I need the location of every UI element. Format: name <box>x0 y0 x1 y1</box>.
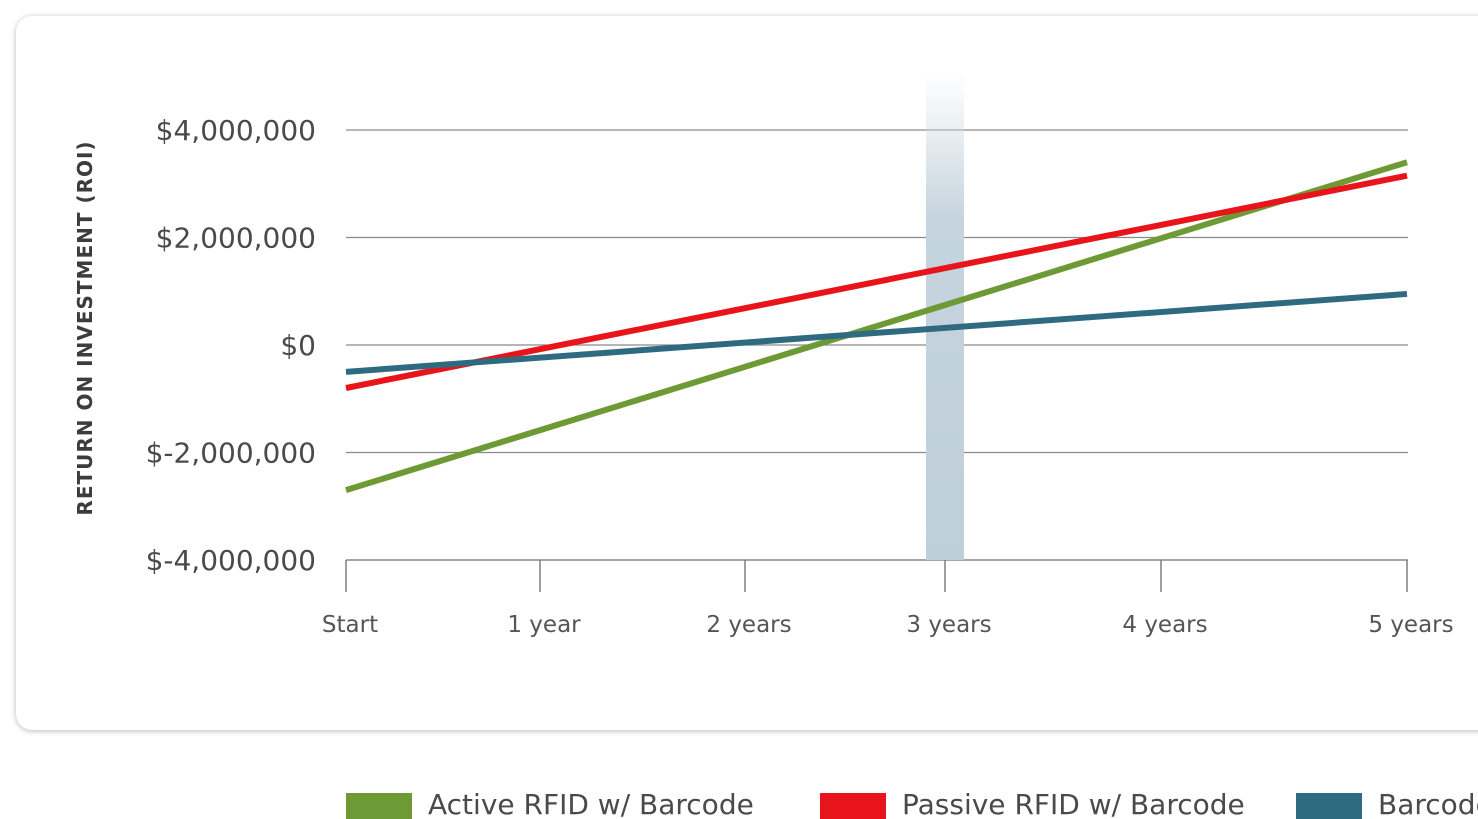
series-line <box>345 290 1408 375</box>
legend-label: Barcode <box>1378 788 1478 819</box>
y-tick-label: $4,000,000 <box>156 114 316 147</box>
x-tick-label: 1 year <box>507 612 581 638</box>
gridlines: $4,000,000 $2,000,000 $0 $-2,000,000 $-4,000… <box>146 114 1408 577</box>
legend-swatch <box>346 793 412 819</box>
x-tick-label: 5 years <box>1368 612 1453 638</box>
y-tick-label: $2,000,000 <box>156 222 316 255</box>
chart-card <box>16 16 1478 730</box>
series-lines <box>345 159 1408 493</box>
legend-label: Active RFID w/ Barcode <box>428 788 754 819</box>
highlight-band <box>926 70 964 560</box>
y-tick-label: $-2,000,000 <box>146 437 316 470</box>
legend-label: Passive RFID w/ Barcode <box>902 788 1245 819</box>
x-tick-label: 4 years <box>1122 612 1207 638</box>
series-line <box>345 159 1408 493</box>
legend-swatch <box>820 793 886 819</box>
axes: Start 1 year 2 years 3 years 4 years 5 years <box>322 560 1454 638</box>
series-line <box>345 172 1408 391</box>
x-tick-label: 3 years <box>906 612 991 638</box>
legend: Active RFID w/ Barcode Passive RFID w/ Ba… <box>346 788 1478 819</box>
y-tick-label: $0 <box>280 329 316 362</box>
y-axis-label: RETURN ON INVESTMENT (ROI) <box>73 140 97 515</box>
y-tick-label: $-4,000,000 <box>146 544 316 577</box>
x-tick-label: Start <box>322 612 378 638</box>
x-tick-label: 2 years <box>706 612 791 638</box>
legend-swatch <box>1296 793 1362 819</box>
